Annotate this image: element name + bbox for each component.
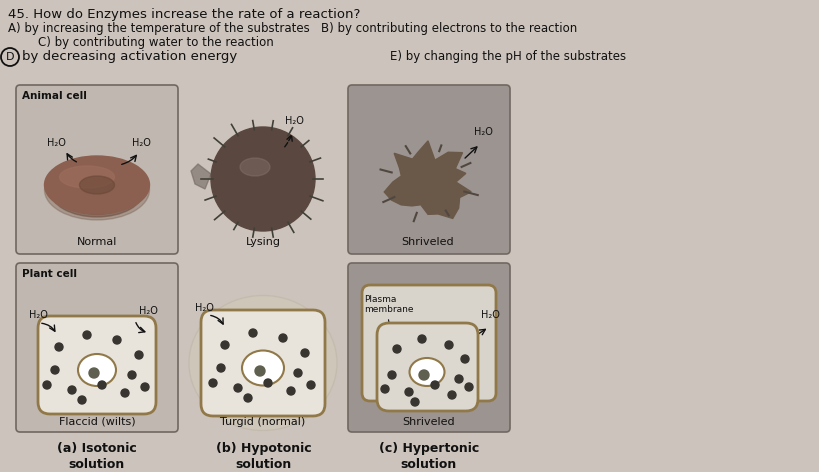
FancyBboxPatch shape <box>16 263 178 432</box>
Circle shape <box>410 398 419 406</box>
Text: H₂O: H₂O <box>195 303 214 313</box>
Circle shape <box>233 384 242 392</box>
Ellipse shape <box>60 166 115 188</box>
Circle shape <box>98 381 106 389</box>
Text: Shriveled: Shriveled <box>402 417 455 427</box>
Circle shape <box>392 345 400 353</box>
Circle shape <box>294 369 301 377</box>
Circle shape <box>447 391 455 399</box>
Text: H₂O: H₂O <box>132 138 151 148</box>
FancyBboxPatch shape <box>347 263 509 432</box>
FancyBboxPatch shape <box>377 323 477 411</box>
Ellipse shape <box>55 166 139 214</box>
Ellipse shape <box>78 354 115 386</box>
Circle shape <box>381 385 388 393</box>
Text: H₂O: H₂O <box>285 116 304 126</box>
Circle shape <box>255 366 265 376</box>
Ellipse shape <box>44 160 149 220</box>
Ellipse shape <box>242 351 283 386</box>
Text: H₂O: H₂O <box>473 127 492 137</box>
Text: (a) Isotonic
solution: (a) Isotonic solution <box>57 442 137 471</box>
Circle shape <box>301 349 309 357</box>
Circle shape <box>405 388 413 396</box>
Circle shape <box>78 396 86 404</box>
Circle shape <box>445 341 452 349</box>
Circle shape <box>141 383 149 391</box>
Ellipse shape <box>79 176 115 194</box>
FancyBboxPatch shape <box>16 85 178 254</box>
Circle shape <box>221 341 229 349</box>
Circle shape <box>210 127 314 231</box>
Circle shape <box>113 336 121 344</box>
Text: E) by changing the pH of the substrates: E) by changing the pH of the substrates <box>390 50 626 63</box>
Text: H₂O: H₂O <box>139 306 158 316</box>
Text: (c) Hypertonic
solution: (c) Hypertonic solution <box>378 442 478 471</box>
Circle shape <box>209 379 217 387</box>
Text: Lysing: Lysing <box>245 237 280 247</box>
Circle shape <box>51 366 59 374</box>
Circle shape <box>419 370 428 380</box>
Circle shape <box>264 379 272 387</box>
Circle shape <box>135 351 143 359</box>
Circle shape <box>128 371 136 379</box>
FancyBboxPatch shape <box>38 316 156 414</box>
Polygon shape <box>191 164 210 189</box>
Text: Plasma
membrane: Plasma membrane <box>364 295 413 314</box>
Text: Flaccid (wilts): Flaccid (wilts) <box>59 417 135 427</box>
Circle shape <box>287 387 295 395</box>
FancyBboxPatch shape <box>201 310 324 416</box>
Text: H₂O: H₂O <box>481 310 500 320</box>
Circle shape <box>455 375 463 383</box>
Circle shape <box>55 343 63 351</box>
Text: Shriveled: Shriveled <box>401 237 454 247</box>
Text: by decreasing activation energy: by decreasing activation energy <box>22 50 237 63</box>
Circle shape <box>68 386 76 394</box>
Circle shape <box>249 329 256 337</box>
Ellipse shape <box>240 158 269 176</box>
Circle shape <box>464 383 473 391</box>
Ellipse shape <box>44 156 149 214</box>
Text: 45. How do Enzymes increase the rate of a reaction?: 45. How do Enzymes increase the rate of … <box>8 8 360 21</box>
Text: D: D <box>6 52 14 62</box>
Circle shape <box>418 335 426 343</box>
Text: Animal cell: Animal cell <box>22 91 87 101</box>
Ellipse shape <box>409 358 444 386</box>
Text: (b) Hypotonic
solution: (b) Hypotonic solution <box>216 442 311 471</box>
Text: C) by contributing water to the reaction: C) by contributing water to the reaction <box>8 36 274 49</box>
Circle shape <box>43 381 51 389</box>
Ellipse shape <box>50 163 144 217</box>
Text: Normal: Normal <box>77 237 117 247</box>
Text: H₂O: H₂O <box>47 138 66 148</box>
Text: H₂O: H₂O <box>29 310 48 320</box>
Text: A) by increasing the temperature of the substrates   B) by contributing electron: A) by increasing the temperature of the … <box>8 22 577 35</box>
Circle shape <box>217 364 224 372</box>
Circle shape <box>387 371 396 379</box>
Circle shape <box>121 389 129 397</box>
Circle shape <box>306 381 314 389</box>
Ellipse shape <box>188 295 337 430</box>
FancyBboxPatch shape <box>347 85 509 254</box>
Text: Turgid (normal): Turgid (normal) <box>220 417 305 427</box>
Text: Plant cell: Plant cell <box>22 269 77 279</box>
Polygon shape <box>384 141 471 219</box>
FancyBboxPatch shape <box>361 285 495 401</box>
Circle shape <box>278 334 287 342</box>
Circle shape <box>244 394 251 402</box>
Circle shape <box>431 381 438 389</box>
Circle shape <box>460 355 468 363</box>
Circle shape <box>89 368 99 378</box>
Circle shape <box>83 331 91 339</box>
